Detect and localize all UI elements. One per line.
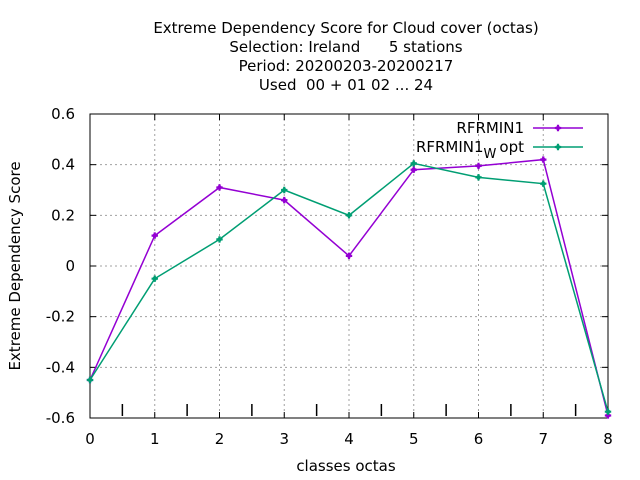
x-tick-label: 0 xyxy=(85,430,95,448)
tick-labels: 0 1 2 3 4 5 6 7 8 0.6 0.4 0.2 0 -0.2 -0.4 -0.6 xyxy=(46,105,613,448)
chart-title: Extreme Dependency Score for Cloud cover… xyxy=(153,19,538,94)
data-point-dot xyxy=(152,233,157,238)
data-point-dot xyxy=(346,213,352,218)
data-point-dot xyxy=(152,276,157,281)
y-tick-label: 0.4 xyxy=(51,156,75,174)
y-tick-label: -0.4 xyxy=(46,358,75,376)
axis-ticks xyxy=(89,113,609,419)
data-point-dot xyxy=(476,175,481,180)
legend-marker-1-dot xyxy=(555,125,561,131)
data-point-dot xyxy=(217,237,222,242)
x-tick-label: 5 xyxy=(409,430,419,448)
data-point-dot xyxy=(541,181,546,186)
x-tick-label: 1 xyxy=(150,430,160,448)
y-tick-label: 0.6 xyxy=(51,105,75,123)
y-tick-label: 0.2 xyxy=(51,206,75,224)
data-point-dot xyxy=(217,185,222,190)
title-line-1: Extreme Dependency Score for Cloud cover… xyxy=(153,19,538,37)
legend-label-1: RFRMIN1 xyxy=(456,119,524,137)
y-tick-label: -0.2 xyxy=(46,308,75,326)
x-axis-label: classes octas xyxy=(296,457,396,475)
title-line-3: Period: 20200203-20200217 xyxy=(239,57,454,75)
data-point-dot xyxy=(87,377,93,383)
x-tick-label: 7 xyxy=(538,430,548,448)
legend: RFRMIN1 RFRMIN1W opt xyxy=(416,119,583,162)
data-point-dot xyxy=(476,163,481,169)
data-point-dot xyxy=(346,253,352,259)
y-tick-label: 0 xyxy=(65,257,75,275)
series-line-1 xyxy=(89,158,609,416)
data-point-dot xyxy=(282,197,287,203)
data-point-dot xyxy=(411,161,416,166)
data-point-dot xyxy=(411,167,416,172)
x-tick-label: 3 xyxy=(279,430,289,448)
series-group xyxy=(86,156,612,419)
x-tick-label: 4 xyxy=(344,430,354,448)
legend-label-2: RFRMIN1W opt xyxy=(416,138,524,162)
x-tick-label: 2 xyxy=(215,430,225,448)
grid xyxy=(90,114,608,418)
data-point-dot xyxy=(282,187,287,193)
legend-marker-2-dot xyxy=(555,144,561,150)
data-point-dot xyxy=(605,409,611,414)
series-2 xyxy=(86,160,612,415)
data-point-dot xyxy=(541,157,546,162)
x-tick-label: 8 xyxy=(603,430,613,448)
y-tick-label: -0.6 xyxy=(46,409,75,427)
x-tick-label: 6 xyxy=(474,430,484,448)
title-line-4: Used 00 + 01 02 ... 24 xyxy=(259,76,433,94)
y-axis-label: Extreme Dependency Score xyxy=(6,161,24,370)
title-line-2: Selection: Ireland 5 stations xyxy=(229,38,462,56)
